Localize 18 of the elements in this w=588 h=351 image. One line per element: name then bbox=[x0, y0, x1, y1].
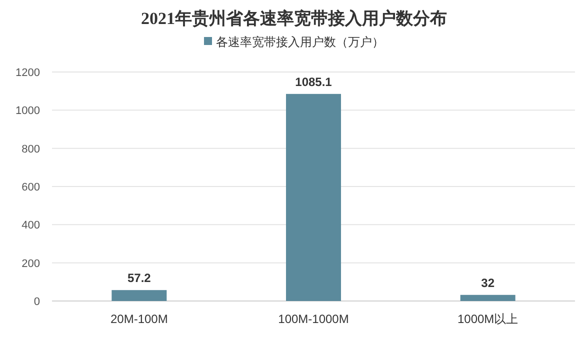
x-tick-label: 100M-1000M bbox=[278, 312, 349, 326]
y-tick-label: 1000 bbox=[16, 105, 40, 118]
chart-title: 2021年贵州省各速率宽带接入用户数分布 bbox=[141, 9, 447, 28]
legend-label: 各速率宽带接入用户数（万户） bbox=[216, 35, 384, 49]
bar bbox=[460, 294, 516, 301]
y-tick-label: 600 bbox=[22, 182, 40, 194]
data-label: 32 bbox=[481, 276, 495, 290]
y-tick-label: 200 bbox=[22, 258, 40, 270]
x-tick-label: 1000M以上 bbox=[457, 312, 518, 326]
data-label: 1085.1 bbox=[295, 74, 332, 89]
y-tick-label: 0 bbox=[34, 296, 40, 308]
bar bbox=[112, 290, 167, 301]
y-tick-label: 1200 bbox=[16, 67, 40, 79]
y-tick-label: 800 bbox=[22, 143, 40, 156]
bar bbox=[286, 94, 341, 301]
data-label: 57.2 bbox=[127, 271, 152, 286]
y-tick-label: 400 bbox=[22, 220, 40, 232]
x-tick-label: 20M-100M bbox=[110, 312, 168, 326]
